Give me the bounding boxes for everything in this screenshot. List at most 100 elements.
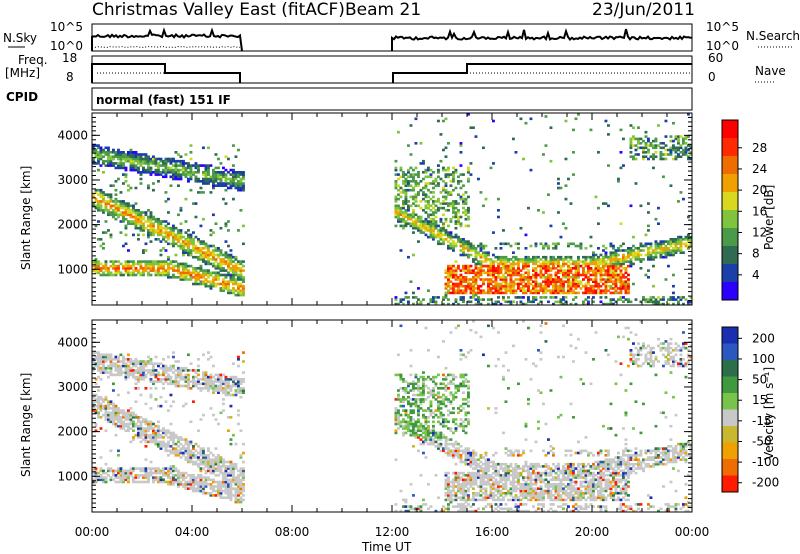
heatmap-cell (242, 280, 245, 283)
heatmap-cell (542, 280, 545, 283)
heatmap-cell (137, 431, 140, 435)
heatmap-cell (134, 364, 138, 368)
heatmap-cell (497, 296, 500, 299)
heatmap-cell (134, 362, 138, 365)
heatmap-cell (539, 264, 543, 268)
heatmap-cell (169, 231, 173, 234)
heatmap-cell (562, 280, 565, 283)
heatmap-cell (232, 487, 235, 490)
heatmap-cell (397, 213, 400, 217)
heatmap-cell (137, 387, 140, 390)
heatmap-cell (442, 229, 445, 232)
heatmap-cell (594, 271, 598, 275)
heatmap-cell (139, 431, 143, 435)
heatmap-cell (222, 460, 225, 464)
heatmap-cell (182, 249, 185, 252)
heatmap-cell (204, 471, 208, 475)
heatmap-cell (687, 233, 690, 237)
heatmap-cell (157, 362, 160, 365)
heatmap-cell (454, 222, 458, 225)
heatmap-cell (94, 382, 98, 386)
heatmap-cell (527, 206, 530, 210)
heatmap-cell (234, 186, 238, 190)
heatmap-cell (187, 458, 190, 461)
heatmap-cell (134, 186, 138, 190)
heatmap-cell (587, 264, 590, 268)
heatmap-cell (139, 440, 143, 444)
heatmap-cell (119, 467, 123, 470)
heatmap-cell (474, 282, 478, 286)
heatmap-cell (682, 142, 685, 145)
heatmap-cell (437, 231, 440, 234)
heatmap-cell (652, 166, 655, 170)
heatmap-cell (219, 384, 223, 388)
heatmap-cell (584, 262, 588, 266)
heatmap-cell (514, 291, 518, 295)
heatmap-cell (142, 480, 145, 484)
heatmap-cell (632, 155, 635, 158)
heatmap-cell (222, 480, 225, 484)
heatmap-cell (99, 164, 103, 167)
heatmap-cell (219, 380, 223, 383)
heatmap-cell (162, 364, 165, 368)
heatmap-cell (219, 273, 223, 277)
heatmap-cell (647, 269, 650, 272)
heatmap-cell (239, 478, 243, 482)
heatmap-cell (179, 449, 183, 453)
heatmap-cell (209, 251, 213, 254)
heatmap-cell (489, 273, 493, 277)
heatmap-cell (207, 460, 210, 464)
heatmap-cell (499, 282, 503, 286)
heatmap-cell (119, 424, 123, 428)
heatmap-cell (617, 264, 620, 268)
noise-tick-top-right: 10^5 (706, 20, 739, 34)
heatmap-cell (572, 267, 575, 270)
heatmap-cell (204, 480, 208, 484)
heatmap-cell (497, 282, 500, 286)
heatmap-cell (397, 206, 400, 210)
heatmap-cell (132, 204, 135, 208)
heatmap-cell (239, 284, 243, 288)
heatmap-cell (127, 273, 130, 277)
heatmap-cell (629, 300, 633, 304)
heatmap-cell (92, 395, 95, 399)
heatmap-cell (179, 209, 183, 212)
heatmap-cell (192, 400, 195, 403)
plot-title: Christmas Valley East (fitACF) (92, 0, 345, 20)
heatmap-cell (139, 422, 143, 426)
heatmap-cell (167, 235, 170, 239)
heatmap-cell (107, 469, 110, 473)
heatmap-cell (489, 166, 493, 170)
heatmap-cell (404, 291, 408, 295)
heatmap-cell (474, 267, 478, 270)
heatmap-cell (632, 144, 635, 147)
heatmap-cell (149, 226, 153, 230)
heatmap-cell (144, 467, 148, 470)
heatmap-cell (232, 362, 235, 365)
heatmap-cell (654, 217, 658, 221)
heatmap-cell (594, 282, 598, 286)
heatmap-cell (612, 267, 615, 270)
heatmap-cell (409, 222, 413, 225)
heatmap-cell (129, 220, 133, 223)
heatmap-cell (152, 429, 155, 432)
heatmap-cell (604, 119, 608, 123)
heatmap-cell (179, 175, 183, 179)
heatmap-cell (432, 220, 435, 223)
heatmap-cell (434, 184, 438, 187)
heatmap-cell (164, 364, 168, 368)
heatmap-cell (422, 186, 425, 190)
heatmap-cell (229, 269, 233, 272)
heatmap-cell (234, 487, 238, 490)
heatmap-cell (394, 209, 398, 212)
heatmap-cell (152, 226, 155, 230)
heatmap-cell (472, 247, 475, 250)
heatmap-cell (177, 184, 180, 187)
heatmap-cell (129, 420, 133, 424)
heatmap-cell (624, 280, 628, 283)
heatmap-cell (444, 191, 448, 194)
heatmap-cell (427, 182, 430, 185)
heatmap-cell (127, 416, 130, 419)
heatmap-cell (144, 260, 148, 263)
heatmap-cell (189, 251, 193, 254)
